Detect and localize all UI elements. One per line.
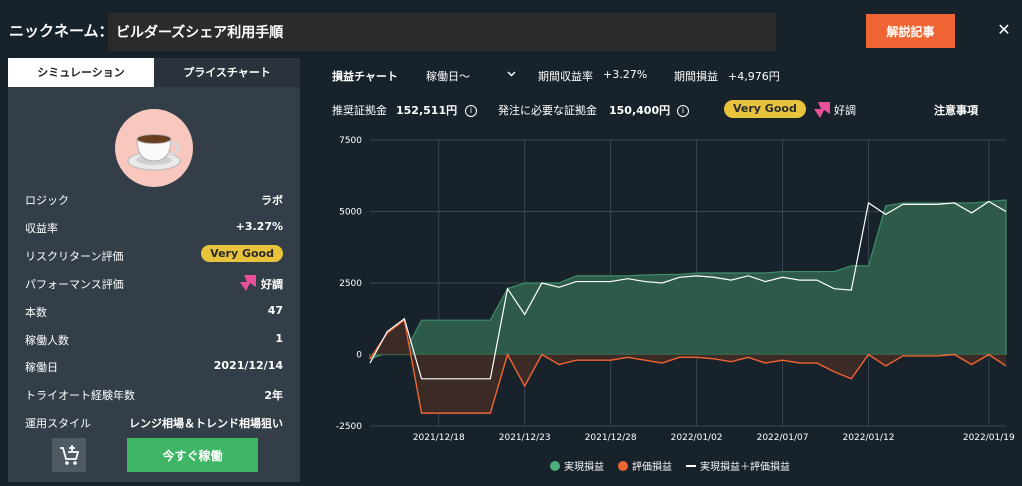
coffee-cup-avatar (115, 109, 193, 187)
start-date-label: 稼働日 (25, 361, 58, 374)
margin-label: 推奨証拠金 (332, 104, 387, 117)
add-to-cart-button[interactable] (52, 438, 86, 472)
x-tick-label: 2022/01/19 (963, 433, 1015, 443)
y-tick-label: 5000 (339, 208, 362, 218)
row-return-rate: 収益率 +3.27% (25, 217, 283, 237)
return-rate-value: +3.27% (235, 220, 283, 233)
risk-return-label: リスクリターン評価 (25, 250, 124, 263)
rating-badge: Very Good (724, 100, 806, 118)
row-style: 運用スタイル レンジ相場＆トレンド相場狙い (25, 412, 283, 432)
return-rate-label: 収益率 (25, 222, 58, 235)
simulation-panel: シミュレーション プライスチャート ロジック ラボ 収益率 +3.27% リスク… (8, 58, 300, 482)
count-label: 本数 (25, 306, 47, 319)
risk-return-badge: Very Good (201, 245, 283, 262)
row-count: 本数 47 (25, 301, 283, 321)
row-users: 稼働人数 1 (25, 329, 283, 349)
row-experience: トライオート経験年数 2年 (25, 384, 283, 404)
y-tick-label: -2500 (336, 422, 362, 432)
unrealized-profit-area (370, 320, 1006, 414)
arrow-up-right-icon (814, 102, 830, 118)
order-margin-label: 発注に必要な証拠金 (498, 104, 597, 117)
legend-realized-label: 実現損益 (564, 462, 604, 473)
nickname-label: ニックネーム： (9, 22, 114, 40)
dialog-header: ニックネーム： ビルダーズシェア利用手順 解説記事 ✕ (0, 0, 1022, 62)
unrealized-profit-line (369, 318, 1007, 414)
order-margin-value: 150,400円 (609, 104, 671, 117)
x-tick-label: 2022/01/12 (843, 433, 895, 443)
users-value: 1 (275, 332, 283, 345)
users-label: 稼働人数 (25, 334, 69, 347)
x-tick-label: 2021/12/23 (499, 433, 551, 443)
period-select[interactable]: 稼働日～ (426, 70, 470, 83)
nickname-field[interactable]: ビルダーズシェア利用手順 (108, 13, 776, 51)
x-tick-label: 2022/01/02 (671, 433, 723, 443)
notes-link[interactable]: 注意事項 (934, 104, 978, 117)
period-profit-value: +4,976円 (728, 70, 780, 83)
legend-total-label: 実現損益＋評価損益 (700, 462, 790, 473)
row-logic: ロジック ラボ (25, 189, 283, 209)
period-profit-label: 期間損益 (674, 70, 718, 83)
row-risk-return: リスクリターン評価 Very Good (25, 245, 283, 265)
realized-profit-area (369, 199, 1007, 360)
start-date-value: 2021/12/14 (213, 359, 283, 372)
profit-chart-svg: -2500 0 2500 5000 7500 2021/12/18 2021/12/23 20… (336, 136, 1015, 443)
panel-tabs: シミュレーション プライスチャート (8, 58, 300, 87)
performance-text: 好調 (834, 104, 856, 117)
performance-value: 好調 (261, 278, 283, 291)
logic-value: ラボ (261, 194, 283, 207)
row-start-date: 稼働日 2021/12/14 (25, 356, 283, 376)
logic-label: ロジック (25, 194, 69, 207)
margin-info-icon[interactable]: i (462, 102, 477, 117)
period-rate-label: 期間収益率 (538, 70, 593, 83)
profit-chart: -2500 0 2500 5000 7500 2021/12/18 2021/12/23 20… (320, 128, 1020, 486)
period-rate-value: +3.27% (603, 68, 648, 81)
nickname-value: ビルダーズシェア利用手順 (116, 25, 284, 41)
close-icon[interactable]: ✕ (997, 20, 1011, 39)
legend-unrealized-label: 評価損益 (632, 462, 672, 473)
y-tick-label: 0 (356, 351, 362, 361)
margin-value: 152,511円 (396, 104, 458, 117)
legend-total: 実現損益＋評価損益 (686, 458, 790, 473)
performance-label: パフォーマンス評価 (25, 278, 124, 291)
x-tick-label: 2021/12/28 (585, 433, 637, 443)
y-tick-label: 7500 (339, 136, 362, 146)
tab-price-chart[interactable]: プライスチャート (154, 58, 300, 87)
coffee-cup-icon (127, 134, 181, 171)
x-tick-label: 2022/01/07 (757, 433, 809, 443)
style-value: レンジ相場＆トレンド相場狙い (129, 417, 283, 430)
y-tick-label: 2500 (339, 279, 362, 289)
cart-plus-icon (60, 445, 80, 465)
article-button[interactable]: 解説記事 (866, 14, 955, 48)
start-now-button[interactable]: 今すぐ稼働 (127, 438, 258, 472)
count-value: 47 (267, 304, 283, 317)
chevron-down-icon[interactable] (507, 71, 516, 77)
x-tick-label: 2021/12/18 (413, 433, 465, 443)
arrow-up-right-icon (240, 275, 256, 291)
total-profit-line (369, 200, 1007, 380)
legend-realized: 実現損益 (550, 458, 604, 473)
style-label: 運用スタイル (25, 417, 91, 430)
legend-unrealized: 評価損益 (618, 458, 672, 473)
row-performance: パフォーマンス評価 好調 (25, 273, 283, 293)
experience-label: トライオート経験年数 (25, 389, 135, 402)
experience-value: 2年 (264, 389, 283, 402)
chart-title: 損益チャート (332, 70, 398, 83)
tab-simulation[interactable]: シミュレーション (8, 58, 154, 87)
order-margin-info-icon[interactable]: i (674, 102, 689, 117)
